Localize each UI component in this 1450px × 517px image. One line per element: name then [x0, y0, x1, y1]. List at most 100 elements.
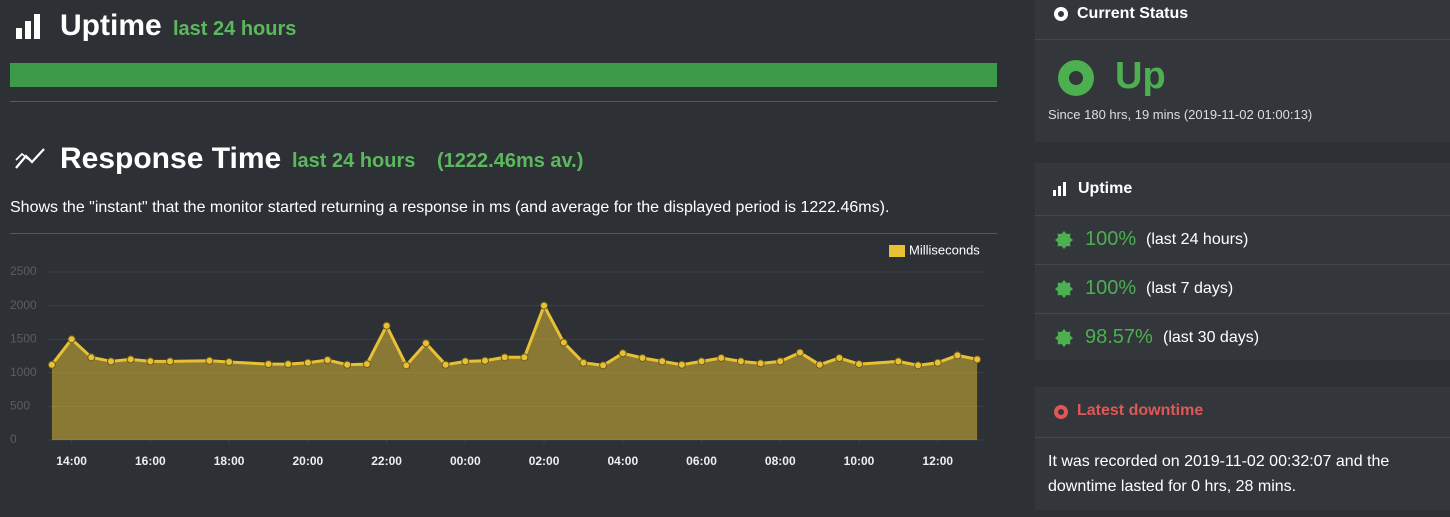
point: [815, 360, 824, 369]
panel-title: Uptime: [1078, 180, 1133, 197]
x-tick-label: 04:00: [607, 454, 638, 468]
point: [973, 355, 982, 364]
badge-icon: [1055, 280, 1073, 298]
point: [559, 338, 568, 347]
uptime-panel: Uptime 100% (last 24 hours) 100% (last 7 da…: [1035, 163, 1450, 360]
x-tick-label: 12:00: [922, 454, 953, 468]
point: [87, 353, 96, 362]
point: [579, 358, 588, 367]
point: [736, 357, 745, 366]
y-tick-label: 1000: [10, 365, 37, 379]
badge-icon: [1055, 231, 1073, 249]
status-icon: [1054, 7, 1068, 21]
point: [540, 301, 549, 310]
downtime-text: It was recorded on 2019-11-02 00:32:07 a…: [1048, 453, 1390, 470]
point: [677, 360, 686, 369]
point: [323, 356, 332, 365]
point: [402, 361, 411, 370]
y-tick-label: 0: [10, 432, 17, 446]
x-tick-label: 02:00: [529, 454, 560, 468]
point: [855, 360, 864, 369]
point: [697, 357, 706, 366]
point: [47, 360, 56, 369]
legend-label: Milliseconds: [909, 242, 980, 257]
point: [343, 360, 352, 369]
x-tick-label: 20:00: [292, 454, 323, 468]
point: [382, 321, 391, 330]
point: [894, 357, 903, 366]
uptime-subtitle: last 24 hours: [173, 18, 297, 40]
area: [51, 305, 978, 440]
point: [658, 357, 667, 366]
point: [914, 361, 923, 370]
point: [441, 360, 450, 369]
uptime-title: Uptime: [60, 9, 162, 42]
x-tick-label: 14:00: [56, 454, 87, 468]
point: [166, 357, 175, 366]
up-icon: [1058, 60, 1094, 96]
uptime-bar: [10, 63, 997, 87]
panel-title: Latest downtime: [1077, 402, 1204, 419]
x-tick-label: 22:00: [371, 454, 402, 468]
badge-icon: [1055, 329, 1073, 347]
separator: [1035, 215, 1450, 216]
point: [146, 357, 155, 366]
point: [520, 353, 529, 362]
point: [461, 357, 470, 366]
separator: [1035, 437, 1450, 438]
point: [106, 357, 115, 366]
point: [264, 360, 273, 369]
point: [67, 335, 76, 344]
status-text: Up: [1115, 55, 1166, 97]
current-status-panel: Current Status Up Since 180 hrs, 19 mins…: [1035, 0, 1450, 142]
uptime-small-icon: [1053, 182, 1066, 196]
y-tick-label: 2500: [10, 264, 37, 278]
response-average: (1222.46ms av.): [437, 150, 584, 172]
divider: [10, 101, 997, 102]
panel-title: Current Status: [1077, 5, 1189, 22]
point: [421, 339, 430, 348]
uptime-period: (last 7 days): [1146, 280, 1234, 297]
point: [776, 357, 785, 366]
uptime-icon: [16, 14, 40, 39]
x-tick-label: 00:00: [450, 454, 481, 468]
uptime-percent: 98.57%: [1085, 326, 1153, 348]
point: [618, 349, 627, 358]
y-tick-label: 500: [10, 399, 30, 413]
response-chart: 0 500 1000 1500 2000 2500 14:00 16:00 18:00 20:00…: [10, 242, 985, 468]
point: [362, 360, 371, 369]
point: [225, 358, 234, 367]
downtime-text: downtime lasted for 0 hrs, 28 mins.: [1048, 478, 1297, 495]
response-description: Shows the "instant" that the monitor sta…: [10, 199, 890, 216]
response-title: Response Time: [60, 142, 282, 175]
point: [756, 359, 765, 368]
point: [126, 355, 135, 364]
point: [717, 354, 726, 363]
y-tick-label: 2000: [10, 298, 37, 312]
point: [795, 348, 804, 357]
point: [303, 358, 312, 367]
downtime-panel: Latest downtime It was recorded on 2019-…: [1035, 387, 1450, 510]
point: [599, 361, 608, 370]
response-subtitle: last 24 hours: [292, 150, 416, 172]
x-tick-label: 10:00: [844, 454, 875, 468]
separator: [1035, 39, 1450, 40]
point: [953, 351, 962, 360]
separator: [1035, 264, 1450, 265]
uptime-percent: 100%: [1085, 277, 1137, 299]
point: [284, 360, 293, 369]
legend-swatch: [889, 245, 905, 257]
point: [205, 356, 214, 365]
point: [933, 358, 942, 367]
x-tick-label: 18:00: [214, 454, 245, 468]
point: [835, 354, 844, 363]
x-tick-label: 06:00: [686, 454, 717, 468]
downtime-icon: [1054, 405, 1068, 419]
uptime-percent: 100%: [1085, 228, 1137, 250]
point: [481, 356, 490, 365]
x-tick-label: 16:00: [135, 454, 166, 468]
x-tick-label: 08:00: [765, 454, 796, 468]
point: [638, 354, 647, 363]
uptime-period: (last 30 days): [1163, 329, 1260, 346]
